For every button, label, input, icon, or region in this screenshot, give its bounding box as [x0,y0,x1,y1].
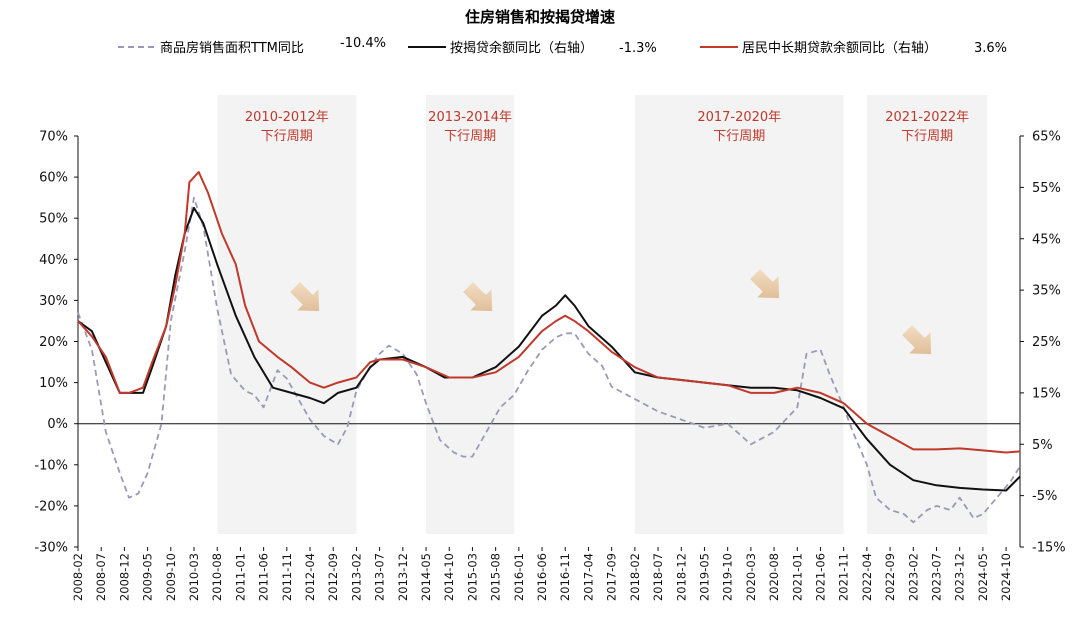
x-tick-label: 2014-10 [442,553,456,601]
x-tick-labels: 2008-02 2008-07 2008-12 2009-05 2009-10 2010-… [71,547,1013,601]
right-tick-label: 55% [1032,181,1061,196]
period-sublabel: 下行周期 [261,129,313,144]
period-label: 2013-2014年 [428,110,512,125]
right-tick-label: 65% [1032,130,1061,145]
x-tick-label: 2009-10 [164,553,178,601]
axes: 70% 60% 50% 40% 30% 20% 10% 0% -10% -20% -30% 65% 55… [34,130,1065,556]
x-tick-label: 2020-08 [767,553,781,601]
left-tick-label: 40% [39,253,68,268]
shaded-period-2 [634,95,844,534]
x-tick-label: 2017-09 [605,553,619,601]
legend-label-sales: 商品房销售面积TTM同比 [160,40,304,56]
period-label: 2010-2012年 [245,110,329,125]
x-tick-label: 2009-05 [141,553,155,601]
x-tick-label: 2018-12 [674,553,688,601]
x-tick-label: 2019-10 [721,553,735,601]
x-tick-label: 2011-01 [233,553,247,601]
right-tick-label: -5% [1032,489,1057,504]
period-sublabel: 下行周期 [444,129,496,144]
left-tick-label: -20% [34,499,68,514]
shaded-periods: 2010-2012年下行周期2013-2014年下行周期2017-2020年下行… [217,95,988,534]
x-tick-label: 2024-10 [999,553,1013,601]
shaded-period-3 [866,95,988,534]
legend-value-household: 3.6% [974,41,1007,56]
shaded-period-1 [426,95,515,534]
left-tick-label: -10% [34,458,68,473]
left-tick-label: 50% [39,212,68,227]
x-tick-label: 2010-08 [210,553,224,601]
period-label: 2017-2020年 [697,110,781,125]
x-tick-label: 2019-05 [697,553,711,601]
period-sublabel: 下行周期 [713,129,765,144]
x-tick-label: 2011-11 [280,553,294,601]
x-tick-label: 2008-12 [117,553,131,601]
x-tick-label: 2024-05 [976,553,990,601]
down-arrow-icon [463,282,493,312]
x-tick-label: 2011-06 [257,553,271,601]
right-tick-label: 5% [1032,438,1053,453]
x-tick-label: 2012-04 [303,553,317,601]
right-tick-label: 25% [1032,335,1061,350]
legend: 商品房销售面积TTM同比 -10.4% 按揭贷余额同比（右轴） -1.3% 居民… [118,36,1007,56]
x-tick-label: 2022-04 [860,553,874,601]
x-tick-label: 2010-03 [187,553,201,601]
x-tick-label: 2021-11 [837,553,851,601]
x-tick-label: 2015-08 [489,553,503,601]
x-tick-label: 2012-09 [326,553,340,601]
period-label: 2021-2022年 [885,110,969,125]
left-tick-label: 60% [39,171,68,186]
x-tick-label: 2023-12 [953,553,967,601]
x-tick-label: 2018-07 [651,553,665,601]
right-tick-label: 15% [1032,386,1061,401]
down-arrow-icon [750,269,780,299]
x-tick-label: 2023-02 [906,553,920,601]
x-tick-label: 2015-03 [465,553,479,601]
x-tick-label: 2017-04 [581,553,595,601]
left-tick-label: 0% [47,417,68,432]
down-arrow-icon [902,325,932,355]
right-tick-label: 45% [1032,232,1061,247]
series-line-2 [77,171,1021,454]
right-tick-label: 35% [1032,284,1061,299]
x-tick-label: 2016-01 [512,553,526,601]
x-tick-label: 2022-09 [883,553,897,601]
x-tick-label: 2016-11 [558,553,572,601]
x-tick-label: 2014-05 [419,553,433,601]
left-tick-label: 30% [39,294,68,309]
x-tick-label: 2013-12 [396,553,410,601]
x-tick-label: 2013-02 [349,553,363,601]
x-tick-label: 2008-07 [94,553,108,601]
x-tick-label: 2021-01 [790,553,804,601]
legend-label-mortgage: 按揭贷余额同比（右轴） [450,40,593,56]
legend-value-sales: -10.4% [340,36,386,51]
right-tick-label: -15% [1032,541,1066,556]
series-lines [77,171,1021,524]
left-tick-label: 10% [39,376,68,391]
x-tick-label: 2013-07 [373,553,387,601]
legend-value-mortgage: -1.3% [619,41,657,56]
x-tick-label: 2016-06 [535,553,549,601]
legend-label-household: 居民中长期贷款余额同比（右轴） [742,40,937,56]
x-tick-label: 2020-03 [744,553,758,601]
x-tick-label: 2021-06 [813,553,827,601]
down-arrow-icon [290,282,320,312]
left-tick-label: 20% [39,335,68,350]
x-tick-label: 2018-02 [628,553,642,601]
down-arrows [290,269,932,355]
left-tick-label: -30% [34,541,68,556]
x-tick-label: 2008-02 [71,553,85,601]
period-sublabel: 下行周期 [901,129,953,144]
chart-title: 住房销售和按揭贷增速 [465,8,615,26]
left-tick-label: 70% [39,130,68,145]
shaded-period-0 [217,95,357,534]
x-tick-label: 2023-07 [929,553,943,601]
